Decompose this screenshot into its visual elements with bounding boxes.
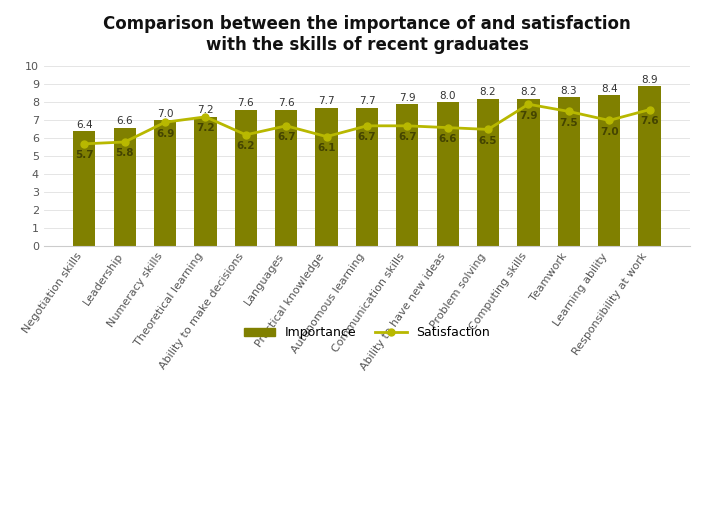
Text: 8.4: 8.4 — [601, 84, 618, 94]
Text: 7.0: 7.0 — [600, 127, 618, 136]
Text: 8.0: 8.0 — [439, 91, 456, 101]
Bar — [517, 99, 539, 246]
Bar — [477, 99, 499, 246]
Bar — [356, 108, 378, 246]
Bar — [275, 110, 298, 246]
Bar — [639, 86, 661, 246]
Bar — [315, 108, 338, 246]
Text: 7.7: 7.7 — [318, 96, 335, 107]
Text: 7.5: 7.5 — [560, 118, 578, 128]
Text: 7.6: 7.6 — [238, 98, 254, 108]
Text: 6.7: 6.7 — [398, 132, 417, 142]
Text: 6.2: 6.2 — [237, 141, 255, 151]
Bar — [195, 117, 216, 246]
Bar — [396, 104, 418, 246]
Text: 5.8: 5.8 — [116, 148, 134, 158]
Text: 7.2: 7.2 — [197, 105, 214, 115]
Bar — [558, 97, 580, 246]
Text: 7.7: 7.7 — [359, 96, 375, 107]
Title: Comparison between the importance of and satisfaction
with the skills of recent : Comparison between the importance of and… — [103, 15, 631, 54]
Text: 8.3: 8.3 — [560, 86, 577, 96]
Bar — [154, 120, 176, 246]
Text: 7.9: 7.9 — [519, 111, 538, 120]
Text: 6.5: 6.5 — [479, 136, 497, 146]
Text: 8.9: 8.9 — [642, 75, 658, 85]
Text: 5.7: 5.7 — [75, 150, 94, 160]
Bar — [235, 110, 257, 246]
Text: 8.2: 8.2 — [479, 87, 496, 97]
Text: 7.6: 7.6 — [640, 116, 659, 126]
Text: 8.2: 8.2 — [520, 87, 537, 97]
Text: 6.7: 6.7 — [357, 132, 376, 142]
Text: 7.6: 7.6 — [278, 98, 295, 108]
Text: 6.7: 6.7 — [277, 132, 295, 142]
Text: 6.6: 6.6 — [116, 116, 133, 126]
Bar — [436, 102, 459, 246]
Text: 7.2: 7.2 — [196, 123, 215, 133]
Text: 7.9: 7.9 — [399, 93, 416, 103]
Text: 6.9: 6.9 — [156, 129, 174, 139]
Bar — [73, 131, 95, 246]
Text: 6.1: 6.1 — [317, 143, 336, 153]
Text: 7.0: 7.0 — [157, 109, 173, 119]
Bar — [598, 95, 620, 246]
Text: 6.4: 6.4 — [76, 120, 92, 130]
Text: 6.6: 6.6 — [439, 134, 457, 144]
Bar — [114, 128, 136, 246]
Legend: Importance, Satisfaction: Importance, Satisfaction — [238, 322, 495, 344]
